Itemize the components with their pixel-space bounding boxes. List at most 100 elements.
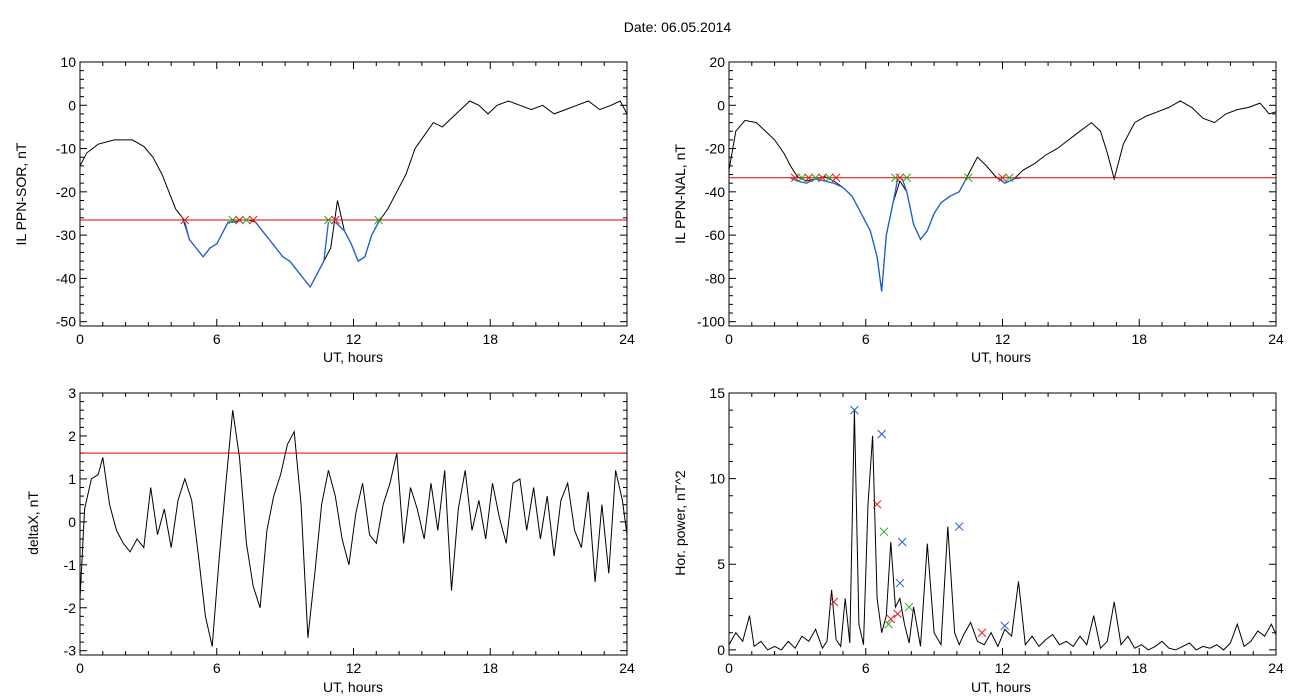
x-tick-label-deltax: 18 bbox=[482, 660, 498, 676]
marker-green-ppn-nal bbox=[797, 173, 807, 183]
marker-red-hor-power bbox=[977, 628, 987, 638]
y-tick-label-ppn-sor: 0 bbox=[68, 97, 76, 113]
x-tick-label-ppn-sor: 18 bbox=[482, 331, 498, 347]
marker-red-ppn-nal bbox=[998, 173, 1007, 183]
y-tick-label-deltax: -2 bbox=[64, 600, 77, 616]
below-threshold-segment-ppn-sor bbox=[184, 220, 236, 258]
series-line-hor-power bbox=[729, 410, 1276, 651]
marker-green-ppn-sor bbox=[228, 215, 238, 225]
y-tick-label-ppn-nal: -20 bbox=[705, 141, 725, 157]
marker-green-ppn-sor bbox=[324, 215, 333, 225]
y-tick-label-deltax: 3 bbox=[68, 385, 76, 401]
y-tick-label-ppn-nal: -80 bbox=[705, 270, 725, 286]
y-tick-label-deltax: -3 bbox=[64, 643, 77, 659]
y-tick-label-hor-power: 0 bbox=[717, 642, 725, 658]
marker-green-hor-power bbox=[879, 527, 889, 537]
y-axis-label-ppn-nal: IL PPN-NAL, nT bbox=[672, 144, 688, 244]
marker-red-ppn-sor bbox=[180, 215, 190, 225]
marker-red-hor-power bbox=[893, 609, 903, 619]
below-threshold-segment-ppn-sor bbox=[334, 221, 380, 263]
marker-blue-hor-power bbox=[877, 429, 887, 439]
marker-red-ppn-nal bbox=[804, 173, 814, 183]
y-tick-label-ppn-sor: 10 bbox=[60, 54, 76, 70]
x-tick-label-ppn-nal: 24 bbox=[1268, 331, 1284, 347]
y-tick-label-deltax: 2 bbox=[68, 428, 76, 444]
panel-ppn-sor: IL PPN-SOR, nT UT, hours 0 6 12 18 24 -50 -40 -… bbox=[13, 54, 635, 365]
y-tick-label-ppn-nal: 0 bbox=[717, 97, 725, 113]
marker-red-hor-power bbox=[886, 614, 896, 624]
below-threshold-segment-ppn-nal bbox=[999, 177, 1021, 184]
x-tick-label-hor-power: 24 bbox=[1268, 660, 1284, 676]
marker-blue-hor-power bbox=[897, 537, 907, 547]
marker-red-hor-power bbox=[829, 597, 839, 607]
x-tick-label-deltax: 0 bbox=[76, 660, 84, 676]
marker-green-hor-power bbox=[884, 619, 893, 629]
x-tick-label-hor-power: 12 bbox=[995, 660, 1011, 676]
plot-area-hor-power bbox=[729, 405, 1276, 651]
marker-red-ppn-sor bbox=[330, 215, 340, 225]
marker-blue-hor-power bbox=[850, 405, 859, 415]
x-tick-label-deltax: 24 bbox=[619, 660, 635, 676]
below-threshold-segment-ppn-sor bbox=[254, 221, 330, 289]
x-tick-label-hor-power: 18 bbox=[1131, 660, 1147, 676]
x-axis-label-ppn-sor: UT, hours bbox=[323, 349, 383, 365]
marker-blue-hor-power bbox=[895, 578, 905, 588]
plot-area-ppn-nal bbox=[729, 100, 1276, 292]
marker-green-ppn-sor bbox=[374, 215, 383, 225]
marker-green-ppn-nal bbox=[963, 173, 973, 183]
y-axis-label-hor-power: Hor. power, nT^2 bbox=[672, 470, 688, 576]
marker-red-ppn-nal bbox=[895, 173, 905, 183]
x-tick-label-ppn-sor: 0 bbox=[76, 331, 84, 347]
marker-green-ppn-nal bbox=[824, 173, 834, 183]
marker-red-ppn-sor bbox=[248, 215, 258, 225]
x-tick-label-ppn-sor: 12 bbox=[346, 331, 362, 347]
x-axis-label-hor-power: UT, hours bbox=[971, 679, 1031, 695]
y-tick-label-ppn-sor: -50 bbox=[56, 314, 76, 330]
x-axis-label-deltax: UT, hours bbox=[323, 679, 383, 695]
marker-red-ppn-nal bbox=[818, 173, 827, 183]
marker-green-ppn-nal bbox=[811, 173, 820, 183]
page-title: Date: 06.05.2014 bbox=[623, 19, 732, 35]
series-line-ppn-sor bbox=[80, 100, 627, 288]
marker-red-ppn-nal bbox=[831, 173, 841, 183]
below-threshold-segment-ppn-nal bbox=[901, 178, 967, 241]
x-tick-label-ppn-sor: 24 bbox=[619, 331, 635, 347]
marker-blue-hor-power bbox=[954, 522, 964, 531]
marker-red-ppn-sor bbox=[235, 215, 244, 225]
x-tick-label-deltax: 6 bbox=[213, 660, 221, 676]
plot-frame-hor-power bbox=[728, 392, 1277, 656]
y-tick-label-hor-power: 5 bbox=[717, 556, 725, 572]
y-tick-label-deltax: 0 bbox=[68, 514, 76, 530]
x-tick-label-deltax: 12 bbox=[346, 660, 362, 676]
y-tick-label-ppn-nal: -100 bbox=[697, 314, 725, 330]
x-tick-label-ppn-nal: 0 bbox=[725, 331, 733, 347]
series-line-ppn-nal bbox=[729, 100, 1276, 292]
plot-frame-ppn-sor bbox=[79, 61, 628, 327]
series-line-deltax bbox=[80, 410, 627, 647]
marker-red-ppn-nal bbox=[790, 173, 800, 183]
marker-red-hor-power bbox=[872, 499, 882, 509]
y-tick-label-ppn-sor: -20 bbox=[56, 184, 76, 200]
y-axis-label-deltax: deltaX, nT bbox=[25, 491, 41, 555]
y-tick-label-ppn-sor: -10 bbox=[56, 141, 76, 157]
x-tick-label-hor-power: 6 bbox=[862, 660, 870, 676]
y-tick-label-ppn-nal: 20 bbox=[709, 54, 725, 70]
marker-green-ppn-nal bbox=[1004, 173, 1014, 183]
marker-green-ppn-nal bbox=[902, 173, 912, 183]
plot-frame-deltax bbox=[79, 392, 628, 656]
y-tick-label-hor-power: 10 bbox=[709, 471, 725, 487]
y-tick-label-deltax: -1 bbox=[64, 557, 77, 573]
plot-frame-ppn-nal bbox=[728, 61, 1277, 327]
x-tick-label-ppn-sor: 6 bbox=[213, 331, 221, 347]
below-threshold-segment-ppn-nal bbox=[790, 177, 899, 292]
x-tick-label-ppn-nal: 6 bbox=[862, 331, 870, 347]
panel-ppn-nal: IL PPN-NAL, nT UT, hours 0 6 12 18 24 -100 -80… bbox=[672, 54, 1284, 365]
x-tick-label-ppn-nal: 18 bbox=[1131, 331, 1147, 347]
marker-green-ppn-nal bbox=[891, 173, 900, 183]
y-tick-label-deltax: 1 bbox=[68, 471, 76, 487]
y-tick-label-ppn-nal: -60 bbox=[705, 227, 725, 243]
y-tick-label-ppn-sor: -40 bbox=[56, 270, 76, 286]
y-axis-label-ppn-sor: IL PPN-SOR, nT bbox=[13, 142, 29, 245]
